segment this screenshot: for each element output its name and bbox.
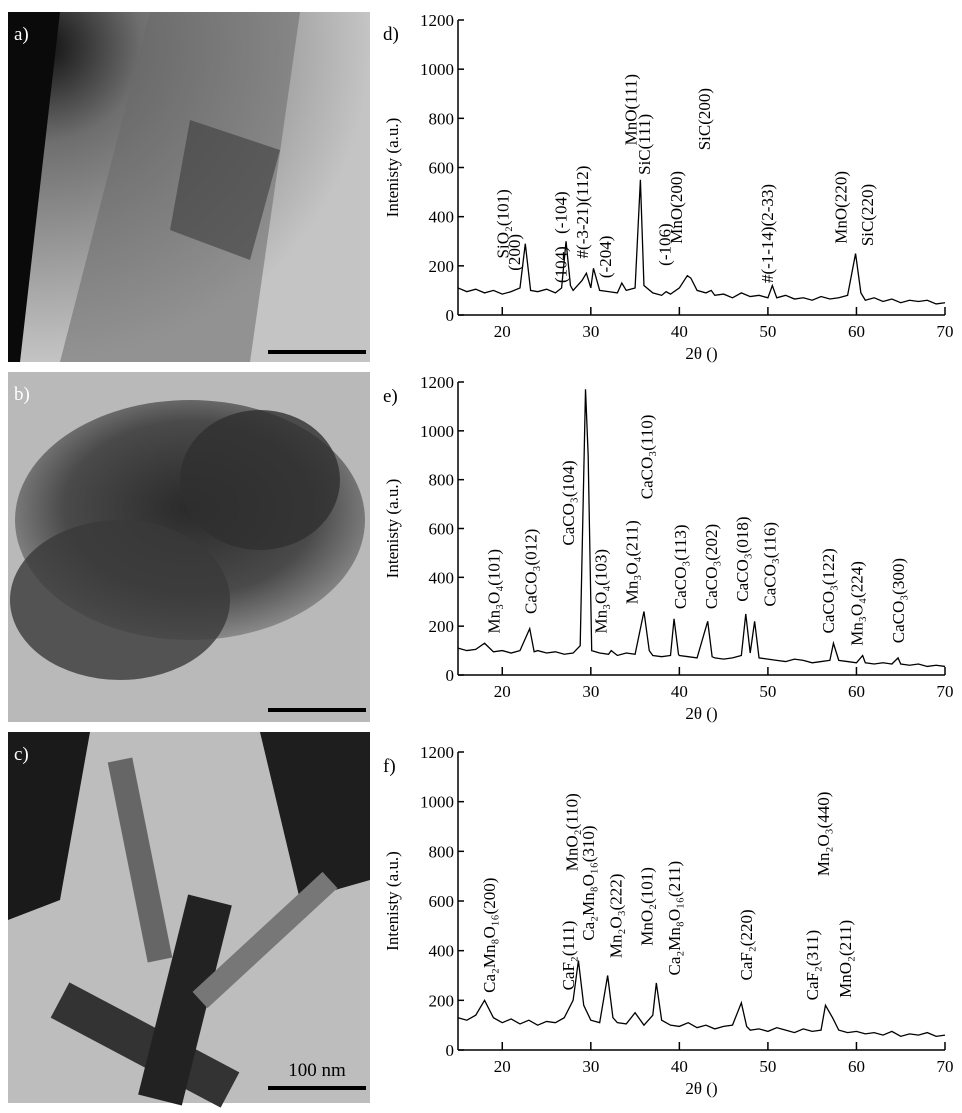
peak-label: Mn₂O₃(222): [607, 874, 626, 959]
x-tick-label: 60: [848, 1057, 865, 1076]
x-tick-label: 40: [671, 682, 688, 701]
peak-label: Mn₂O₃(440): [814, 792, 833, 877]
tem-image-c: [8, 732, 370, 1103]
peak-label: CaCO₃(113): [671, 524, 690, 609]
panel-label: a): [14, 24, 29, 45]
tem-image-b: [8, 372, 370, 722]
chart-title: d): [383, 24, 399, 45]
y-tick-label: 1000: [420, 793, 454, 812]
y-tick-label: 400: [429, 568, 455, 587]
x-tick-label: 50: [759, 322, 776, 341]
chart-title: e): [383, 386, 398, 407]
peak-label: Ca₂Mn₈O₁₆(310): [579, 825, 598, 940]
x-axis-label: 2θ (): [685, 704, 717, 723]
peak-label: SiC(111): [635, 114, 654, 175]
peak-label: CaCO₃(202): [702, 524, 721, 609]
y-tick-label: 400: [429, 208, 455, 227]
peak-label: Mn₃O₄(211): [623, 520, 642, 604]
x-tick-label: 70: [937, 682, 954, 701]
panel-label: b): [14, 384, 30, 405]
x-tick-label: 20: [494, 322, 511, 341]
x-tick-label: 50: [759, 682, 776, 701]
tem-image-a: [8, 12, 370, 362]
x-tick-label: 60: [848, 682, 865, 701]
y-tick-label: 800: [429, 471, 455, 490]
y-tick-label: 200: [429, 617, 455, 636]
chart-title: f): [383, 756, 396, 777]
x-tick-label: 20: [494, 682, 511, 701]
x-tick-label: 20: [494, 1057, 511, 1076]
scale-bar-label: 100 nm: [288, 1060, 346, 1081]
y-tick-label: 200: [429, 991, 455, 1010]
peak-label: MnO(220): [832, 171, 851, 244]
peak-label: #(-1-14)(2-33): [758, 184, 777, 283]
x-tick-label: 70: [937, 1057, 954, 1076]
peak-label: CaF₂(111): [559, 921, 578, 991]
peak-label: MnO(200): [667, 171, 686, 244]
peak-label: (-204): [596, 236, 615, 278]
peak-label: CaCO₃(300): [889, 558, 908, 643]
data-line: [458, 961, 945, 1037]
peak-label: CaCO₃(116): [761, 522, 780, 607]
y-tick-label: 0: [446, 1041, 455, 1060]
x-tick-label: 30: [582, 682, 599, 701]
peak-label: SiC(200): [695, 88, 714, 150]
peak-label: SiC(220): [858, 184, 877, 246]
x-axis-label: 2θ (): [685, 344, 717, 363]
y-tick-label: 1000: [420, 60, 454, 79]
x-tick-label: 40: [671, 1057, 688, 1076]
x-tick-label: 30: [582, 1057, 599, 1076]
peak-label: (104): [552, 246, 571, 283]
y-axis-label: Intenisty (a.u.): [383, 851, 402, 951]
x-tick-label: 40: [671, 322, 688, 341]
y-tick-label: 1200: [420, 373, 454, 392]
peak-label: CaCO₃(104): [559, 460, 578, 545]
y-tick-label: 400: [429, 942, 455, 961]
peak-label: CaCO₃(012): [522, 529, 541, 614]
x-tick-label: 60: [848, 322, 865, 341]
y-tick-label: 800: [429, 109, 455, 128]
peak-label: #(-3-21)(112): [573, 166, 592, 259]
peak-label: Mn₃O₄(101): [484, 549, 503, 634]
peak-label: CaCO₃(122): [819, 548, 838, 633]
figure: a) b) c) 100 nm d)0200400600800100012002…: [0, 0, 962, 1113]
peak-label: CaF₂(311): [803, 930, 822, 1000]
y-tick-label: 1200: [420, 743, 454, 762]
x-tick-label: 30: [582, 322, 599, 341]
peak-label: Ca₂Mn₈O₁₆(200): [480, 878, 499, 993]
y-tick-label: 0: [446, 666, 455, 685]
y-tick-label: 200: [429, 257, 455, 276]
peak-label: (-104): [552, 191, 571, 233]
y-tick-label: 1200: [420, 11, 454, 30]
y-tick-label: 800: [429, 842, 455, 861]
y-tick-label: 1000: [420, 422, 454, 441]
peak-label: Mn₃O₄(103): [592, 549, 611, 634]
peak-label: Mn₃O₄(224): [847, 561, 866, 646]
y-tick-label: 600: [429, 520, 455, 539]
y-axis-label: Intenisty (a.u.): [383, 118, 402, 218]
peak-label: (200): [505, 234, 524, 271]
peak-label: CaCO₃(018): [733, 517, 752, 602]
y-tick-label: 0: [446, 306, 455, 325]
peak-label: MnO₂(211): [836, 920, 855, 998]
x-tick-label: 70: [937, 322, 954, 341]
peak-label: MnO₂(101): [638, 867, 657, 946]
peak-label: CaF₂(220): [737, 909, 756, 980]
peak-label: Ca₂Mn₈O₁₆(211): [665, 861, 684, 976]
x-tick-label: 50: [759, 1057, 776, 1076]
peak-label: CaCO₃(110): [638, 415, 657, 500]
y-axis-label: Intenisty (a.u.): [383, 479, 402, 579]
panel-label: c): [14, 744, 29, 765]
y-tick-label: 600: [429, 159, 455, 178]
y-tick-label: 600: [429, 892, 455, 911]
x-axis-label: 2θ (): [685, 1079, 717, 1098]
